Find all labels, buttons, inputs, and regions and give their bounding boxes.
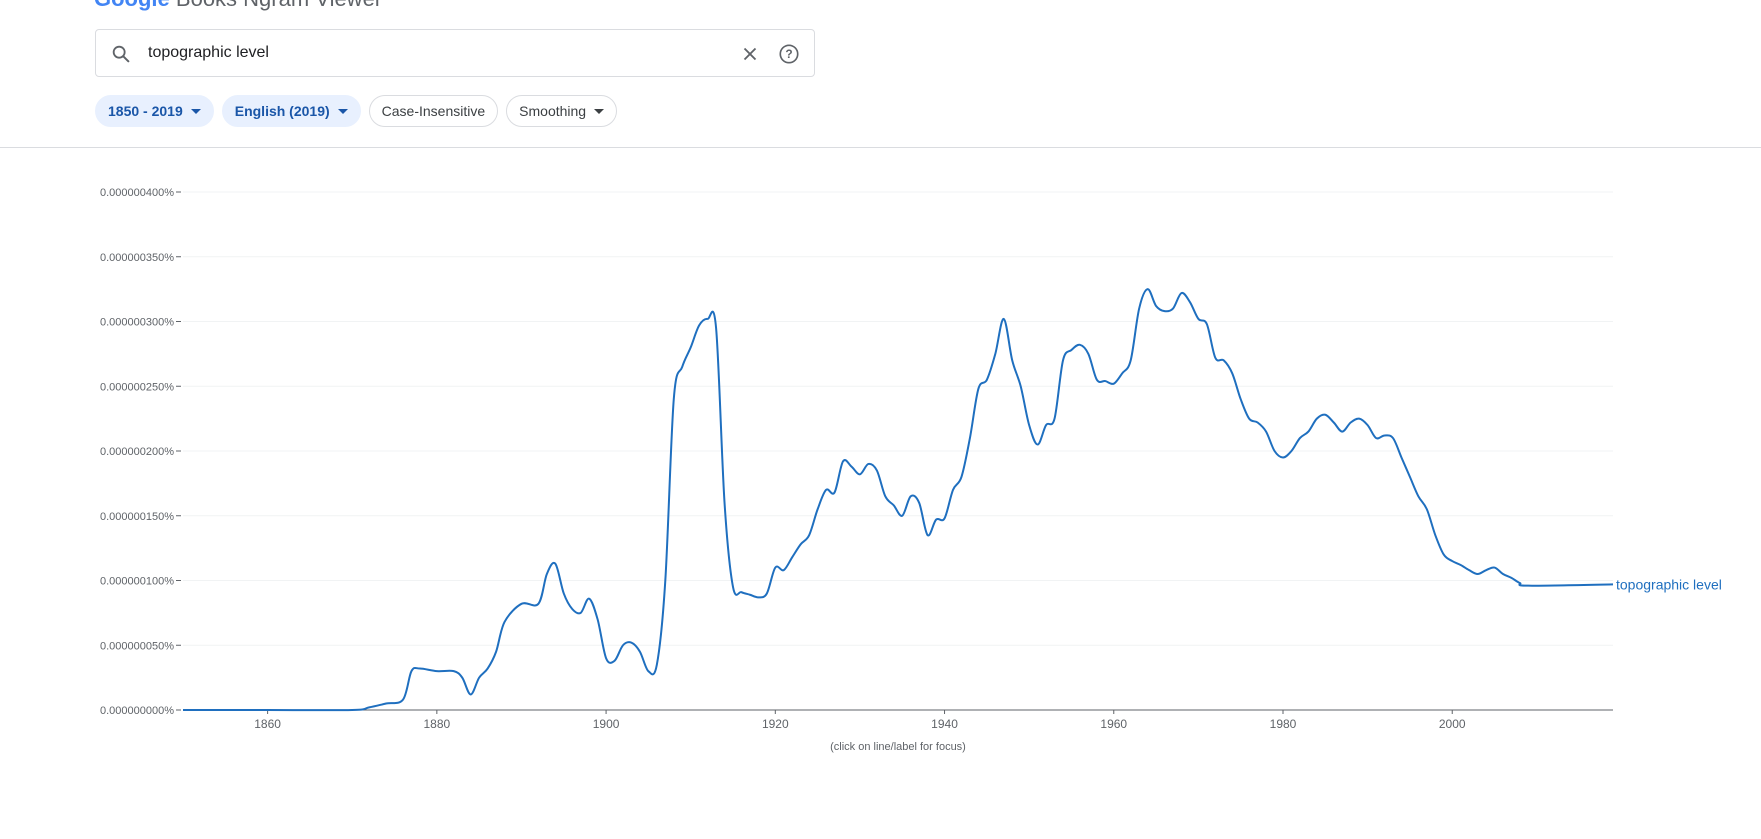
app-header: Google Books Ngram Viewer (94, 0, 382, 10)
corpus-label: English (2019) (234, 103, 330, 119)
axes: 0.000000000% 0.000000050% 0.000000100% 0.00… (100, 187, 1613, 731)
caret-down-icon (190, 108, 201, 114)
help-icon[interactable]: ? (778, 43, 800, 65)
header-divider (0, 147, 1761, 148)
y-tick-label: 0.000000150% (100, 511, 174, 523)
x-tick-label: 2000 (1439, 717, 1466, 731)
search-icon (112, 45, 130, 63)
y-tick-label: 0.000000000% (100, 705, 174, 717)
y-tick-label: 0.000000300% (100, 317, 174, 329)
caret-down-icon (337, 108, 348, 114)
x-tick-label: 1880 (423, 717, 450, 731)
x-tick-label: 1900 (593, 717, 620, 731)
search-box: ? (95, 29, 815, 77)
x-tick-label: 1960 (1100, 717, 1127, 731)
y-tick-label: 0.000000200% (100, 446, 174, 458)
series-line-topographic-level[interactable] (183, 288, 1614, 712)
series: topographic level (183, 288, 1722, 712)
caret-down-icon (594, 108, 605, 114)
year-range-chip[interactable]: 1850 - 2019 (95, 95, 214, 127)
y-tick-label: 0.000000350% (100, 252, 174, 264)
google-logo[interactable]: Google (94, 0, 170, 11)
y-tick-label: 0.000000050% (100, 640, 174, 652)
smoothing-label: Smoothing (519, 103, 587, 119)
ngram-chart: 0.000000000% 0.000000050% 0.000000100% 0.00… (100, 187, 1722, 753)
series-label[interactable]: topographic level (1616, 576, 1722, 592)
clear-icon[interactable] (739, 43, 761, 65)
x-tick-label: 1980 (1270, 717, 1297, 731)
case-insensitive-chip[interactable]: Case-Insensitive (368, 95, 499, 127)
chart-note: (click on line/label for focus) (830, 741, 966, 753)
case-insensitive-label: Case-Insensitive (381, 103, 486, 119)
smoothing-chip[interactable]: Smoothing (506, 95, 618, 127)
year-range-label: 1850 - 2019 (108, 103, 183, 119)
query-options: 1850 - 2019 English (2019) Case-Insensit… (95, 95, 618, 127)
svg-text:?: ? (785, 47, 792, 61)
grid (183, 191, 1613, 646)
x-tick-label: 1860 (254, 717, 281, 731)
y-tick-label: 0.000000250% (100, 381, 174, 393)
y-tick-label: 0.000000400% (100, 187, 174, 199)
search-input[interactable] (148, 38, 708, 68)
corpus-chip[interactable]: English (2019) (221, 95, 361, 127)
app-title: Books Ngram Viewer (176, 0, 382, 11)
y-tick-label: 0.000000100% (100, 576, 174, 588)
x-tick-label: 1920 (762, 717, 789, 731)
x-tick-label: 1940 (931, 717, 958, 731)
